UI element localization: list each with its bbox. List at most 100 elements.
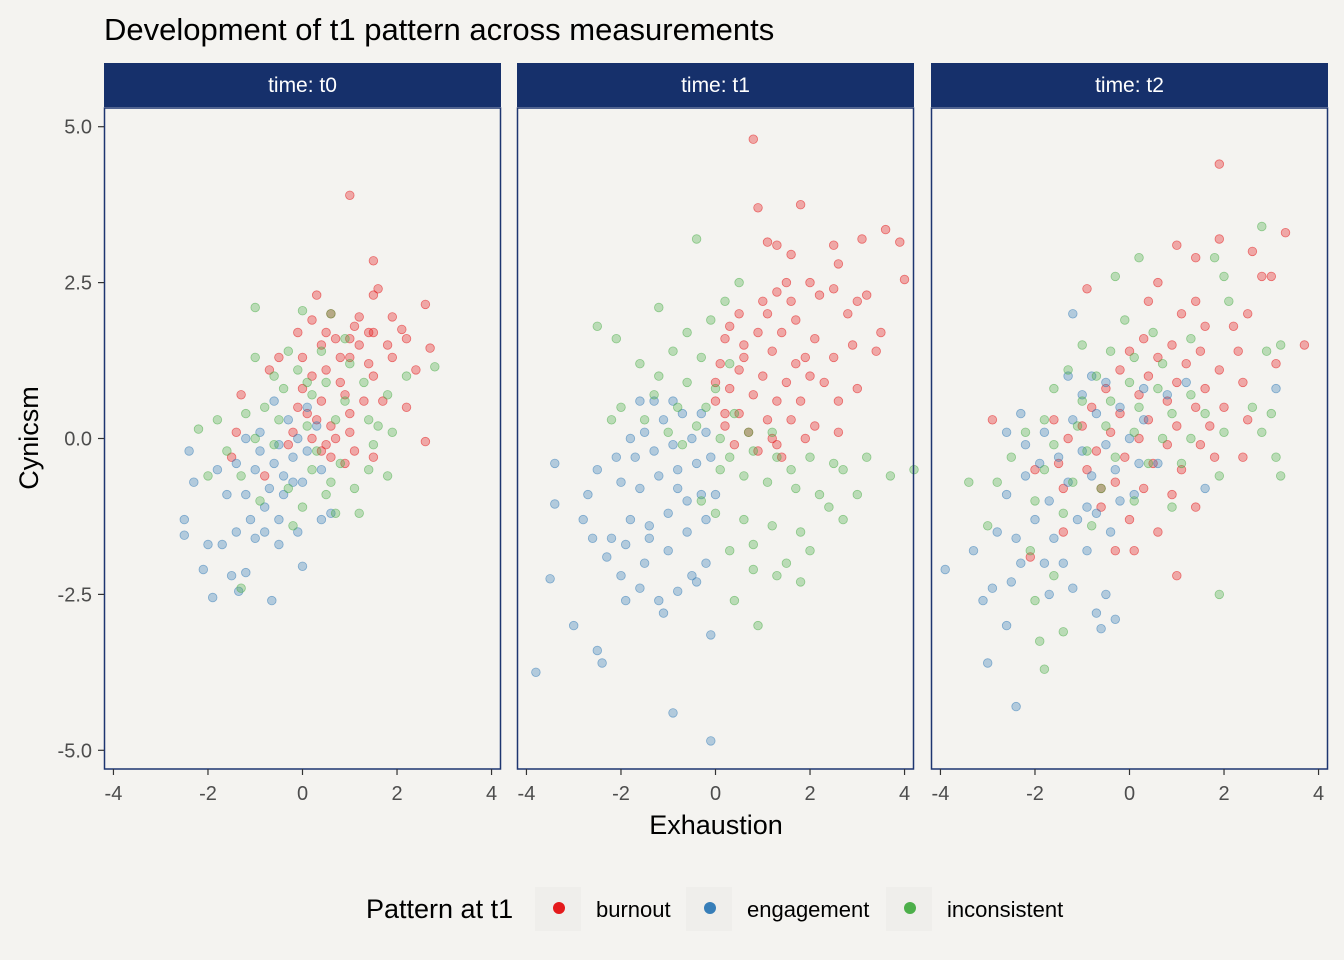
point-burnout	[772, 440, 782, 450]
point-burnout	[1219, 402, 1229, 413]
point-engagement	[1105, 527, 1116, 537]
point-engagement	[1063, 477, 1073, 487]
point-inconsistent	[1105, 346, 1116, 356]
point-inconsistent	[1257, 221, 1267, 232]
chart-title: Development of t1 pattern across measure…	[104, 12, 774, 47]
point-inconsistent	[401, 371, 412, 381]
point-engagement	[302, 446, 312, 456]
point-burnout	[1143, 296, 1154, 307]
point-engagement	[241, 433, 251, 444]
point-engagement	[1134, 458, 1144, 469]
point-inconsistent	[1209, 253, 1220, 263]
point-engagement	[545, 574, 555, 584]
point-inconsistent	[814, 489, 825, 500]
point-engagement	[677, 408, 688, 419]
point-burnout	[1266, 271, 1277, 282]
point-engagement	[1101, 589, 1111, 600]
point-burnout	[895, 237, 905, 247]
point-inconsistent	[387, 427, 398, 438]
point-burnout	[781, 377, 792, 388]
point-burnout	[293, 327, 303, 338]
point-engagement	[1096, 624, 1106, 634]
point-inconsistent	[824, 502, 834, 512]
point-inconsistent	[720, 296, 730, 307]
point-engagement	[602, 552, 612, 562]
point-inconsistent	[748, 564, 759, 575]
point-inconsistent	[1091, 371, 1102, 381]
point-burnout	[1205, 421, 1215, 431]
point-inconsistent	[283, 346, 294, 356]
point-burnout	[758, 371, 768, 381]
y-tick-label: 0.0	[64, 429, 92, 451]
point-inconsistent	[1148, 327, 1158, 338]
point-inconsistent	[649, 390, 659, 400]
point-inconsistent	[1186, 433, 1196, 444]
point-engagement	[592, 465, 603, 475]
point-engagement	[587, 533, 598, 544]
point-burnout	[349, 446, 360, 456]
point-inconsistent	[795, 577, 806, 587]
x-tick-label: 0	[297, 783, 308, 805]
point-inconsistent	[964, 477, 974, 487]
point-burnout	[772, 396, 782, 406]
point-engagement	[673, 465, 683, 475]
point-engagement	[630, 452, 640, 462]
point-engagement	[597, 658, 607, 668]
point-burnout	[758, 296, 768, 307]
point-inconsistent	[767, 521, 777, 531]
point-burnout	[387, 352, 398, 363]
legend-item-engagement: engagement	[686, 887, 869, 931]
point-engagement	[231, 458, 242, 469]
point-inconsistent	[1058, 508, 1069, 519]
point-engagement	[269, 396, 279, 406]
point-burnout	[748, 134, 759, 144]
point-engagement	[621, 595, 631, 606]
point-burnout	[354, 340, 364, 350]
point-engagement	[625, 514, 636, 525]
point-burnout	[1214, 365, 1225, 375]
x-tick-label: -4	[932, 783, 950, 805]
point-inconsistent	[1034, 636, 1045, 646]
point-burnout	[800, 433, 811, 444]
point-inconsistent	[838, 465, 848, 475]
point-inconsistent	[1129, 496, 1139, 506]
point-inconsistent	[1006, 452, 1017, 462]
point-engagement	[682, 527, 692, 537]
point-burnout	[312, 290, 322, 300]
point-inconsistent	[739, 514, 749, 525]
point-inconsistent	[430, 362, 440, 372]
point-engagement	[1039, 427, 1050, 438]
point-inconsistent	[1068, 477, 1078, 487]
point-burnout	[1172, 421, 1182, 431]
point-engagement	[706, 630, 716, 640]
point-inconsistent	[1176, 458, 1187, 469]
point-inconsistent	[269, 371, 279, 381]
point-inconsistent	[1110, 452, 1121, 462]
point-burnout	[264, 365, 275, 375]
point-engagement	[1162, 390, 1173, 400]
point-burnout	[833, 259, 844, 269]
point-engagement	[668, 440, 678, 450]
point-burnout	[1190, 253, 1201, 263]
point-inconsistent	[307, 465, 317, 475]
point-burnout	[795, 199, 806, 210]
point-engagement	[1091, 408, 1102, 419]
point-engagement	[1091, 508, 1102, 519]
point-inconsistent	[862, 452, 872, 462]
point-engagement	[1058, 558, 1069, 568]
point-inconsistent	[1214, 589, 1225, 600]
point-burnout	[274, 352, 284, 363]
point-engagement	[673, 483, 683, 494]
point-inconsistent	[293, 365, 303, 375]
point-inconsistent	[326, 309, 336, 319]
point-engagement	[1049, 533, 1059, 544]
legend-label-inconsistent: inconsistent	[947, 897, 1063, 922]
point-inconsistent	[1275, 471, 1286, 481]
point-engagement	[621, 539, 631, 550]
point-engagement	[1068, 309, 1078, 319]
point-burnout	[1086, 402, 1097, 413]
point-burnout	[1167, 489, 1177, 500]
point-inconsistent	[829, 458, 839, 469]
